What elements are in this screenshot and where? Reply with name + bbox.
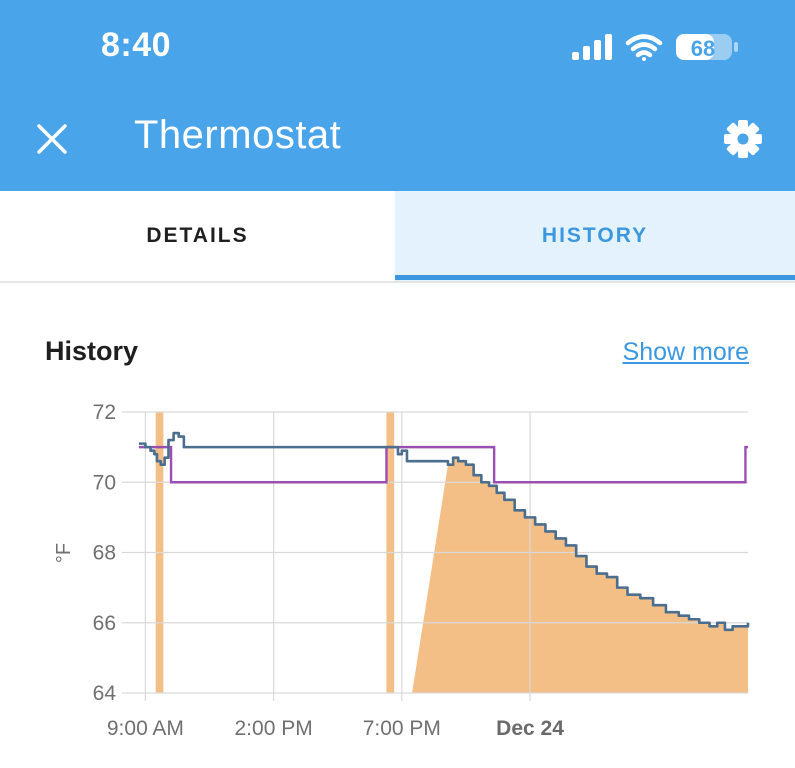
show-more-link[interactable]: Show more [622,338,749,366]
history-chart: 64 66 68 70 72 9:00 AM 2:00 PM 7:00 PM Dec 24 °F [53,401,750,740]
tab-bar: DETAILS HISTORY [0,191,795,283]
tab-details[interactable]: DETAILS [0,191,395,281]
status-time: 8:40 [101,26,172,64]
wifi-icon [625,34,663,61]
line-layer [139,431,750,632]
card-title: History [45,336,139,366]
settings-button[interactable] [716,112,770,166]
y-axis-label: °F [53,543,75,563]
target-temperature-line [139,445,748,484]
battery-level: 68 [691,36,715,61]
x-tick-label: Dec 24 [496,717,564,740]
x-tick-label: 7:00 PM [363,717,441,740]
y-tick-label: 66 [93,612,116,635]
page-title: Thermostat [134,113,342,157]
x-tick-label: 9:00 AM [107,717,184,740]
battery-icon: 68 [676,34,738,61]
close-button[interactable] [28,112,76,164]
close-icon [37,124,67,154]
y-tick-label: 64 [93,682,117,705]
y-tick-label: 70 [93,471,116,494]
y-tick-label: 68 [93,542,116,565]
app-bar: 8:40 68 Thermostat [0,0,795,191]
tick-layer: 64 66 68 70 72 9:00 AM 2:00 PM 7:00 PM Dec 24 [93,401,565,740]
tab-history[interactable]: HISTORY [395,191,795,281]
signal-icon [572,34,612,60]
heating-area [412,457,748,693]
gear-icon [724,120,762,158]
y-tick-label: 72 [93,401,116,424]
current-temperature-line [139,431,750,632]
x-tick-label: 2:00 PM [235,717,313,740]
status-icons: 68 [572,34,738,61]
active-tab-indicator [395,275,795,280]
